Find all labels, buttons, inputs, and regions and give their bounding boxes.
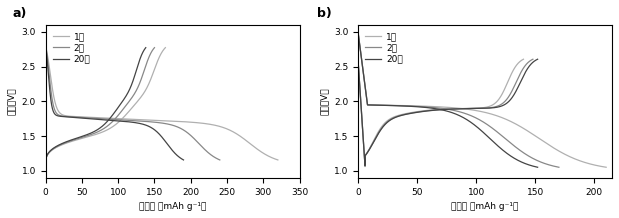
X-axis label: 比容量 （mAh g⁻¹）: 比容量 （mAh g⁻¹）: [139, 202, 206, 211]
Y-axis label: 电压（V）: 电压（V）: [7, 88, 16, 115]
Text: a): a): [12, 7, 27, 20]
Legend: 1次, 2次, 20次: 1次, 2次, 20次: [50, 29, 93, 66]
Text: b): b): [318, 7, 332, 20]
X-axis label: 比容量 （mAh g⁻¹）: 比容量 （mAh g⁻¹）: [451, 202, 519, 211]
Y-axis label: 电压（V）: 电压（V）: [319, 88, 328, 115]
Legend: 1次, 2次, 20次: 1次, 2次, 20次: [363, 29, 405, 66]
